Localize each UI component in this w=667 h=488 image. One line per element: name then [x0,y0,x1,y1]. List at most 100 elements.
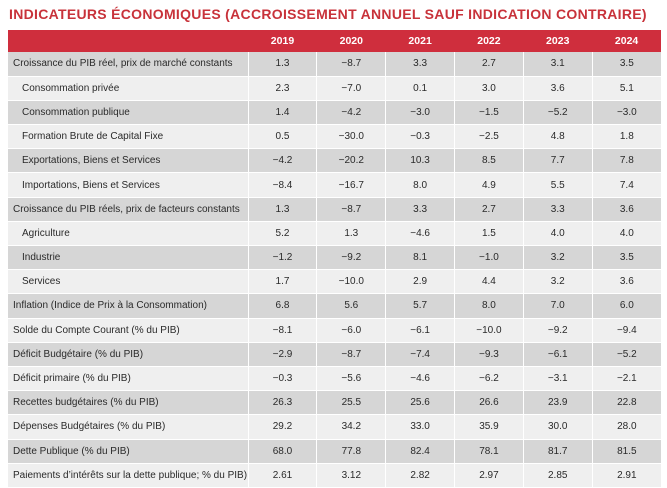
value-cell: 1.4 [247,100,317,126]
value-cell: 3.12 [316,463,386,488]
table-row: Agriculture 5.2 1.3 −4.6 1.5 4.0 4.0 [8,221,661,247]
value-cell: 2.97 [454,463,524,488]
value-cell: 2.7 [454,52,524,77]
row-label: Déficit primaire (% du PIB) [8,366,249,392]
value-cell: −4.2 [316,100,386,126]
value-cell: 25.5 [316,390,386,416]
row-label: Solde du Compte Courant (% du PIB) [8,318,249,343]
row-label: Importations, Biens et Services [8,172,249,198]
table-row: Importations, Biens et Services −8.4 −16.7… [8,172,661,198]
value-cell: −6.0 [316,318,386,343]
page-title: INDICATEURS ÉCONOMIQUES (ACCROISSEMENT A… [9,6,647,22]
value-cell: 6.8 [247,293,317,319]
value-cell: 5.2 [247,221,317,247]
indicators-table: 2019 2020 2021 2022 2023 2024 Croissance… [8,30,661,488]
value-cell: 1.8 [591,124,661,150]
value-cell: 3.3 [522,197,593,222]
value-cell: 2.9 [385,269,455,295]
row-label: Consommation publique [8,100,249,126]
value-cell: 1.3 [247,52,317,77]
value-cell: 82.4 [385,439,455,464]
row-label: Paiements d’intérêts sur la dette publiq… [8,463,249,488]
value-cell: 68.0 [247,439,317,464]
value-cell: 33.0 [385,414,455,440]
value-cell: 30.0 [522,414,593,440]
row-label: Services [8,269,249,295]
value-cell: 3.2 [522,245,593,271]
value-cell: 81.7 [522,439,593,464]
value-cell: 2.85 [522,463,593,488]
value-cell: −5.2 [591,342,661,367]
value-cell: −5.2 [522,100,593,126]
value-cell: 5.7 [385,293,455,319]
value-cell: 4.4 [454,269,524,295]
year-header: 2023 [546,35,570,47]
value-cell: 7.7 [522,148,593,174]
table-row: Déficit Budgétaire (% du PIB) −2.9 −8.7 −7.… [8,342,661,367]
value-cell: 8.0 [385,172,455,198]
value-cell: 26.3 [247,390,317,416]
table-row: Consommation publique 1.4 −4.2 −3.0 −1.5 −5.2… [8,100,661,126]
value-cell: 0.5 [247,124,317,150]
row-label: Déficit Budgétaire (% du PIB) [8,342,249,367]
value-cell: −6.1 [385,318,455,343]
value-cell: −2.9 [247,342,317,367]
value-cell: −8.7 [316,197,386,222]
table-row: Services 1.7 −10.0 2.9 4.4 3.2 3.6 [8,269,661,295]
row-label: Croissance du PIB réel, prix de marché c… [8,52,249,77]
value-cell: −1.0 [454,245,524,271]
value-cell: 2.7 [454,197,524,222]
table-row: Exportations, Biens et Services −4.2 −20.2… [8,148,661,174]
value-cell: 77.8 [316,439,386,464]
value-cell: −5.6 [316,366,386,392]
table-row: Inflation (Indice de Prix à la Consommat… [8,293,661,319]
year-header: 2021 [408,35,432,47]
value-cell: −8.7 [316,52,386,77]
value-cell: −8.1 [247,318,317,343]
header-row: 2019 2020 2021 2022 2023 2024 [8,30,661,52]
table-row: Recettes budgétaires (% du PIB) 26.3 25.5 2… [8,390,661,416]
year-header: 2022 [477,35,501,47]
value-cell: −4.6 [385,221,455,247]
value-cell: 2.82 [385,463,455,488]
year-header: 2019 [270,35,295,47]
value-cell: −10.0 [454,318,524,343]
value-cell: 10.3 [385,148,455,174]
value-cell: 2.61 [247,463,317,488]
value-cell: 2.91 [591,463,661,488]
value-cell: 1.3 [247,197,317,222]
value-cell: −3.1 [522,366,593,392]
value-cell: −20.2 [316,148,386,174]
value-cell: −6.1 [522,342,593,367]
table-row: Paiements d’intérêts sur la dette publiq… [8,463,661,488]
table-row: Dépenses Budgétaires (% du PIB) 29.2 34.2 3… [8,414,661,440]
value-cell: −30.0 [316,124,386,150]
value-cell: −9.4 [591,318,661,343]
value-cell: −8.4 [247,172,317,198]
table-row: Formation Brute de Capital Fixe 0.5 −30.0−… [8,124,661,150]
value-cell: −0.3 [247,366,317,392]
value-cell: −2.1 [591,366,661,392]
value-cell: 5.5 [522,172,593,198]
value-cell: 1.5 [454,221,524,247]
value-cell: 3.3 [385,52,455,77]
value-cell: 4.0 [522,221,593,247]
indicators-table-container: 2019 2020 2021 2022 2023 2024 Croissance… [8,30,661,488]
row-label: Dette Publique (% du PIB) [8,439,249,464]
value-cell: 3.5 [591,245,661,271]
value-cell: −9.2 [522,318,593,343]
value-cell: 8.0 [454,293,524,319]
row-label: Croissance du PIB réels, prix de facteur… [8,197,249,222]
value-cell: 3.1 [522,52,593,77]
table-body: Croissance du PIB réel, prix de marché c… [8,52,661,488]
value-cell: 23.9 [522,390,593,416]
year-header: 2020 [339,35,363,47]
row-label: Inflation (Indice de Prix à la Consommat… [8,293,249,319]
row-label: Recettes budgétaires (% du PIB) [8,390,249,416]
value-cell: −0.3 [385,124,455,150]
value-cell: −1.5 [454,100,524,126]
row-label: Agriculture [8,221,249,247]
value-cell: 7.4 [591,172,661,198]
value-cell: 4.9 [454,172,524,198]
value-cell: 22.8 [591,390,661,416]
